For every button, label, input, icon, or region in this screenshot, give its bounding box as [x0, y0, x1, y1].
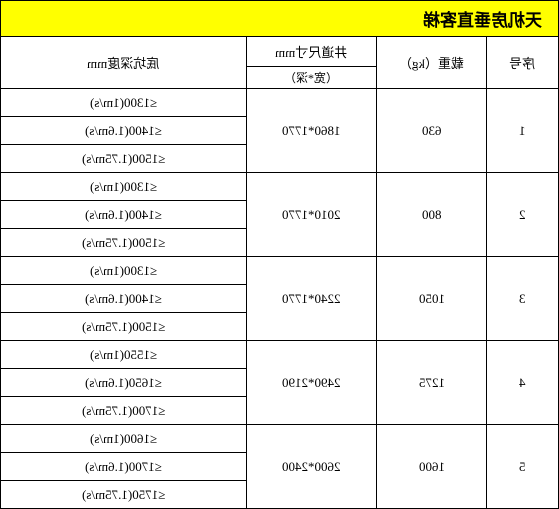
header-dimensions: 井道尺寸mm [247, 37, 377, 67]
cell-dimensions: 1860*1770 [247, 89, 377, 173]
cell-seq: 4 [487, 341, 559, 425]
cell-depth: ≤1300(1m/s) [1, 173, 247, 201]
page-title: 天机房垂直客梯 [423, 6, 542, 31]
cell-depth: ≤1400(1.6m/s) [1, 117, 247, 145]
header-depth: 底坑深度mm [1, 37, 247, 89]
table-body: 1 630 1860*1770 ≤1300(1m/s) ≤1400(1.6m/s… [1, 89, 559, 509]
table-row: 2 800 2010*1770 ≤1300(1m/s) [1, 173, 559, 201]
cell-depth: ≤1500(1.75m/s) [1, 229, 247, 257]
cell-depth: ≤1700(1.6m/s) [1, 453, 247, 481]
cell-dimensions: 2240*1770 [247, 257, 377, 341]
cell-seq: 5 [487, 425, 559, 509]
cell-depth: ≤1550(1m/s) [1, 341, 247, 369]
table-row: 4 1275 2490*2190 ≤1550(1m/s) [1, 341, 559, 369]
cell-depth: ≤1600(1m/s) [1, 425, 247, 453]
cell-weight: 1275 [377, 341, 487, 425]
cell-depth: ≤1750(1.75m/s) [1, 481, 247, 509]
cell-dimensions: 2010*1770 [247, 173, 377, 257]
cell-depth: ≤1650(1.6m/s) [1, 369, 247, 397]
cell-depth: ≤1300(1m/s) [1, 89, 247, 117]
cell-seq: 1 [487, 89, 559, 173]
cell-dimensions: 2600*2400 [247, 425, 377, 509]
table-row: 1 630 1860*1770 ≤1300(1m/s) [1, 89, 559, 117]
table-row: 3 1050 2240*1770 ≤1300(1m/s) [1, 257, 559, 285]
cell-weight: 1600 [377, 425, 487, 509]
cell-seq: 2 [487, 173, 559, 257]
cell-depth: ≤1400(1.6m/s) [1, 201, 247, 229]
header-row: 序号 载重（kg） 井道尺寸mm 底坑深度mm [1, 37, 559, 67]
cell-weight: 1050 [377, 257, 487, 341]
cell-depth: ≤1700(1.75m/s) [1, 397, 247, 425]
header-weight: 载重（kg） [377, 37, 487, 89]
cell-depth: ≤1400(1.6m/s) [1, 285, 247, 313]
title-bar: 天机房垂直客梯 [0, 0, 559, 36]
elevator-spec-table: 序号 载重（kg） 井道尺寸mm 底坑深度mm （宽*深） 1 630 1860… [0, 36, 559, 509]
cell-weight: 630 [377, 89, 487, 173]
table-row: 5 1600 2600*2400 ≤1600(1m/s) [1, 425, 559, 453]
cell-depth: ≤1500(1.75m/s) [1, 145, 247, 173]
cell-depth: ≤1500(1.75m/s) [1, 313, 247, 341]
header-seq: 序号 [487, 37, 559, 89]
cell-seq: 3 [487, 257, 559, 341]
cell-weight: 800 [377, 173, 487, 257]
cell-dimensions: 2490*2190 [247, 341, 377, 425]
cell-depth: ≤1300(1m/s) [1, 257, 247, 285]
header-dimensions-sub: （宽*深） [247, 67, 377, 89]
